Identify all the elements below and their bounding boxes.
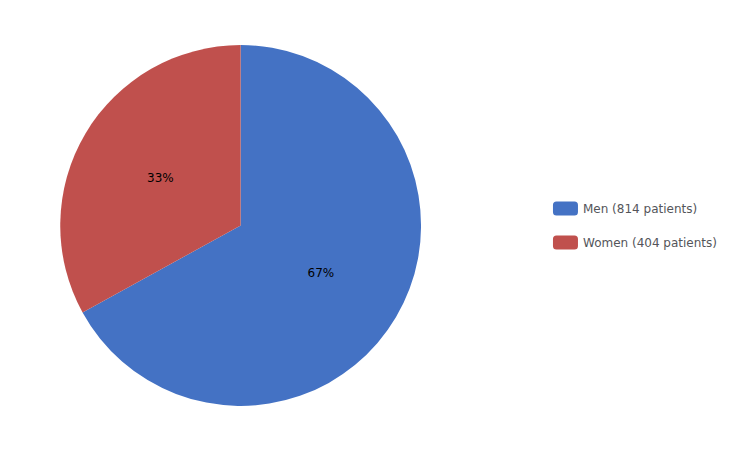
svg-text:Men (814 patients): Men (814 patients) [583, 202, 697, 216]
svg-text:67%: 67% [308, 266, 335, 280]
svg-text:Women (404 patients): Women (404 patients) [583, 236, 717, 250]
svg-text:33%: 33% [147, 171, 174, 185]
